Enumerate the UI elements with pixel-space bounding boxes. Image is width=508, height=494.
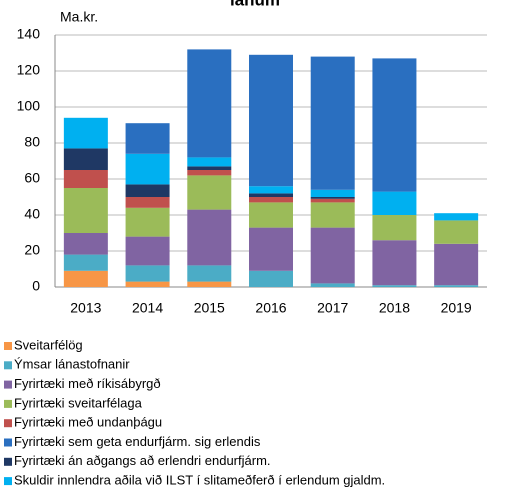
bar-segment	[310, 283, 355, 287]
bar-segment	[310, 56, 355, 190]
bar-segment	[187, 170, 232, 176]
bar-segment	[249, 270, 293, 287]
bar-segment	[249, 197, 293, 203]
bar-segment	[63, 170, 108, 188]
legend-swatch	[4, 361, 12, 370]
bar-segment	[249, 193, 293, 197]
x-tick-label: 2018	[379, 300, 410, 316]
bar-segment	[372, 58, 417, 192]
bar-segment	[434, 220, 479, 244]
y-tick-label: 140	[17, 26, 41, 42]
bar-segment	[125, 265, 170, 282]
y-tick-label: 20	[24, 242, 40, 258]
bar-segment	[125, 197, 170, 208]
bar-segment	[125, 123, 170, 154]
bar-segment	[310, 189, 355, 197]
legend-swatch	[4, 380, 12, 389]
bar-segment	[434, 243, 479, 286]
bar-segment	[372, 215, 417, 241]
x-tick-label: 2014	[132, 300, 163, 316]
bar-segment	[63, 148, 108, 170]
bar-segment	[187, 209, 232, 266]
legend-swatch	[4, 457, 12, 466]
x-tick-label: 2019	[441, 300, 472, 316]
bar-segment	[310, 197, 355, 199]
y-tick-label: 120	[17, 62, 41, 78]
bar-segment	[249, 227, 293, 271]
legend-swatch	[4, 477, 12, 486]
bar-segment	[372, 240, 417, 286]
bar-segment	[63, 270, 108, 287]
legend-label: Fyrirtæki sveitarfélaga	[14, 395, 143, 410]
y-tick-label: 100	[17, 98, 41, 114]
y-tick-label: 40	[24, 206, 40, 222]
bar-segment	[125, 236, 170, 266]
y-tick-label: 80	[24, 134, 40, 150]
bar-segment	[187, 265, 232, 282]
bar-segment	[310, 202, 355, 228]
legend-label: Fyrirtæki með undanþágu	[14, 415, 162, 430]
y-tick-label: 0	[32, 278, 40, 294]
bar-segment	[434, 213, 479, 221]
legend-label: Skuldir innlendra aðila við ILST í slita…	[14, 473, 385, 488]
bar-segment	[187, 281, 232, 287]
bar-segment	[125, 184, 170, 197]
bar-segment	[125, 207, 170, 237]
bar-segment	[310, 198, 355, 203]
bar-segment	[187, 175, 232, 210]
legend-label: Ýmsar lánastofnanir	[14, 357, 130, 372]
bar-segment	[434, 285, 479, 287]
y-unit: Ma.kr.	[60, 9, 98, 25]
bar-segment	[63, 254, 108, 271]
bar-segment	[187, 49, 232, 158]
bar-segment	[249, 186, 293, 194]
bar-segment	[372, 285, 417, 287]
bar-segment	[125, 281, 170, 287]
bar-segment	[249, 202, 293, 228]
bar-segment	[63, 117, 108, 149]
bar-segment	[249, 54, 293, 187]
x-tick-label: 2016	[255, 300, 286, 316]
x-tick-label: 2017	[317, 300, 348, 316]
legend-swatch	[4, 399, 12, 408]
legend-label: Sveitarfélög	[14, 337, 83, 352]
legend-label: Fyrirtæki sem geta endurfjárm. sig erlen…	[14, 434, 261, 449]
bar-segment	[372, 191, 417, 215]
bar-segment	[63, 233, 108, 255]
x-tick-label: 2015	[194, 300, 225, 316]
legend-swatch	[4, 438, 12, 447]
bar-segment	[63, 188, 108, 233]
x-tick-label: 2013	[70, 300, 101, 316]
legend-swatch	[4, 342, 12, 350]
bar-segment	[187, 166, 232, 170]
bar-segment	[125, 153, 170, 185]
legend-label: Fyrirtæki án aðgangs að erlendri endurfj…	[14, 453, 271, 468]
chart-title: lánum	[230, 0, 280, 9]
legend-swatch	[4, 419, 12, 428]
y-tick-label: 60	[24, 170, 40, 186]
bar-segment	[310, 227, 355, 284]
bar-segment	[187, 157, 232, 167]
legend-label: Fyrirtæki með ríkisábyrgð	[14, 376, 161, 391]
